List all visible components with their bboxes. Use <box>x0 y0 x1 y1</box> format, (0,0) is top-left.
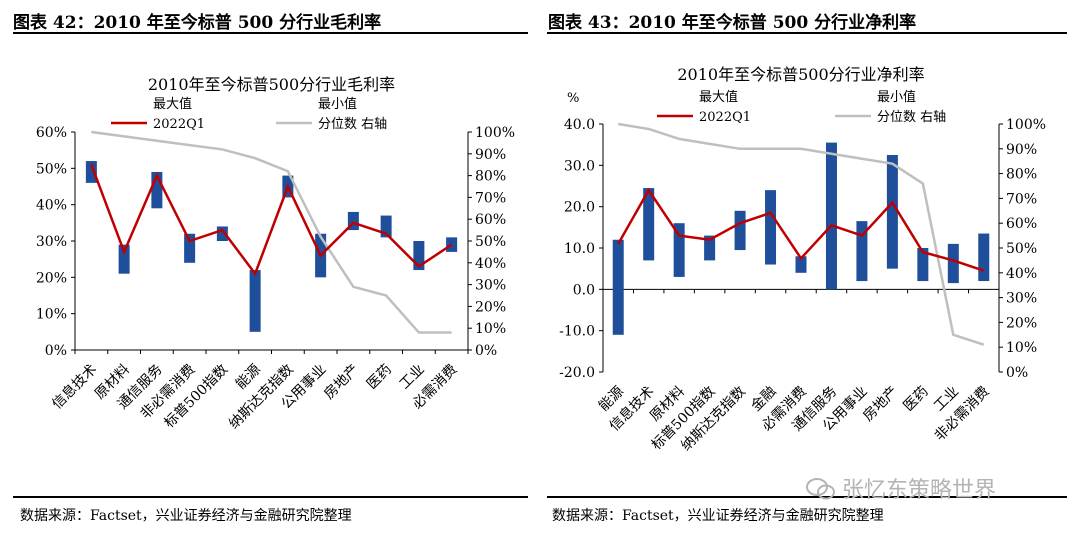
range-bar-非必需消费 <box>978 233 990 282</box>
y-tick-label: -10.0 <box>559 324 595 340</box>
y2-tick-label: 10% <box>475 321 506 337</box>
range-bar-标普500指数 <box>216 226 228 241</box>
y2-tick-label: 50% <box>1006 241 1037 257</box>
title-rule <box>547 32 1067 34</box>
source-rule <box>547 496 1067 498</box>
watermark: 张忆东策略世界 <box>806 472 996 504</box>
y-tick-label: 50% <box>36 161 67 177</box>
y-tick-label: 20.0 <box>564 200 595 216</box>
title-rule <box>13 32 528 34</box>
range-bar-纳斯达克指数 <box>734 210 746 251</box>
chart-title: 2010年至今标普500分行业毛利率 <box>148 75 395 94</box>
y2-tick-label: 40% <box>1006 266 1037 282</box>
range-bar-房地产 <box>886 155 898 269</box>
range-bar-医药 <box>380 215 392 238</box>
y2-tick-label: 80% <box>1006 167 1037 183</box>
watermark-text: 张忆东策略世界 <box>842 478 997 503</box>
legend-pct: 分位数 右轴 <box>877 110 946 125</box>
y2-tick-label: 20% <box>1006 315 1037 331</box>
y2-tick-label: 50% <box>475 234 506 250</box>
range-bar-工业 <box>947 243 959 284</box>
q2022-line <box>90 164 453 277</box>
source-note: 数据来源：Factset，兴业证券经济与金融研究院整理 <box>552 508 884 524</box>
y2-tick-label: 40% <box>475 256 506 272</box>
range-bar-工业 <box>413 241 425 271</box>
x-category-label: 医药 <box>901 384 932 415</box>
y-tick-label: 40.0 <box>564 117 595 133</box>
range-bar-医药 <box>917 248 929 282</box>
y-tick-label: 10.0 <box>564 241 595 257</box>
legend-max: 最大值 <box>153 96 192 112</box>
legend-q: 2022Q1 <box>153 117 205 132</box>
y2-tick-label: 70% <box>475 190 506 206</box>
q2022-line <box>617 187 985 272</box>
y2-tick-label: 30% <box>475 278 506 294</box>
range-bar-能源 <box>612 239 624 335</box>
range-bar-原材料 <box>673 223 685 277</box>
range-bar-非必需消费 <box>184 233 196 263</box>
y2-tick-label: 90% <box>1006 142 1037 158</box>
legend-pct: 分位数 右轴 <box>318 117 387 132</box>
x-category-label: 房地产 <box>860 384 901 425</box>
x-category-label: 医药 <box>364 362 395 393</box>
range-bar-必需消费 <box>795 256 807 273</box>
range-bar-金融 <box>765 190 777 265</box>
y2-tick-label: 70% <box>1006 191 1037 207</box>
source-rule <box>13 496 528 498</box>
y2-tick-label: 20% <box>475 299 506 315</box>
legend-min: 最小值 <box>318 96 357 112</box>
range-bar-信息技术 <box>85 161 97 183</box>
unit-label: % <box>567 91 579 106</box>
legend-q: 2022Q1 <box>699 110 751 125</box>
y2-tick-label: 30% <box>1006 291 1037 307</box>
legend-min: 最小值 <box>877 89 916 105</box>
y2-tick-label: 90% <box>475 147 506 163</box>
wechat-icon <box>806 478 835 500</box>
percentile-line <box>91 130 452 334</box>
y-tick-label: 40% <box>36 198 67 214</box>
y2-tick-label: 80% <box>475 169 506 185</box>
y-tick-label: 30.0 <box>564 158 595 174</box>
y2-tick-label: 0% <box>475 343 497 359</box>
x-category-label: 房地产 <box>321 362 362 403</box>
chart-title: 2010年至今标普500分行业净利率 <box>677 65 924 84</box>
y2-tick-label: 60% <box>475 212 506 228</box>
y-tick-label: 0.0 <box>573 282 595 298</box>
figure-title: 图表 42：2010 年至今标普 500 分行业毛利率 <box>13 13 382 33</box>
range-bar-公用事业 <box>856 221 868 282</box>
x-category-label: 信息技术 <box>49 361 101 413</box>
range-bar-信息技术 <box>643 188 655 261</box>
figure-title: 图表 43：2010 年至今标普 500 分行业净利率 <box>548 13 917 33</box>
y2-tick-label: 10% <box>1006 340 1037 356</box>
range-bar-房地产 <box>347 211 359 231</box>
range-bar-原材料 <box>118 244 130 274</box>
range-bar-通信服务 <box>825 142 837 290</box>
range-bar-通信服务 <box>151 171 163 209</box>
y2-tick-label: 100% <box>475 125 515 141</box>
y-tick-label: 10% <box>36 307 67 323</box>
source-note: 数据来源：Factset，兴业证券经济与金融研究院整理 <box>20 508 352 524</box>
range-bar-能源 <box>249 270 261 332</box>
legend-max: 最大值 <box>699 89 738 105</box>
y2-tick-label: 60% <box>1006 216 1037 232</box>
y2-tick-label: 100% <box>1006 117 1046 133</box>
y-tick-label: 0% <box>45 343 67 359</box>
percentile-line <box>618 122 985 346</box>
y-tick-label: 30% <box>36 234 67 250</box>
range-bar-标普500指数 <box>704 235 716 261</box>
y2-tick-label: 0% <box>1006 365 1028 381</box>
y-tick-label: -20.0 <box>559 365 595 381</box>
y-tick-label: 60% <box>36 125 67 141</box>
y-tick-label: 20% <box>36 270 67 286</box>
